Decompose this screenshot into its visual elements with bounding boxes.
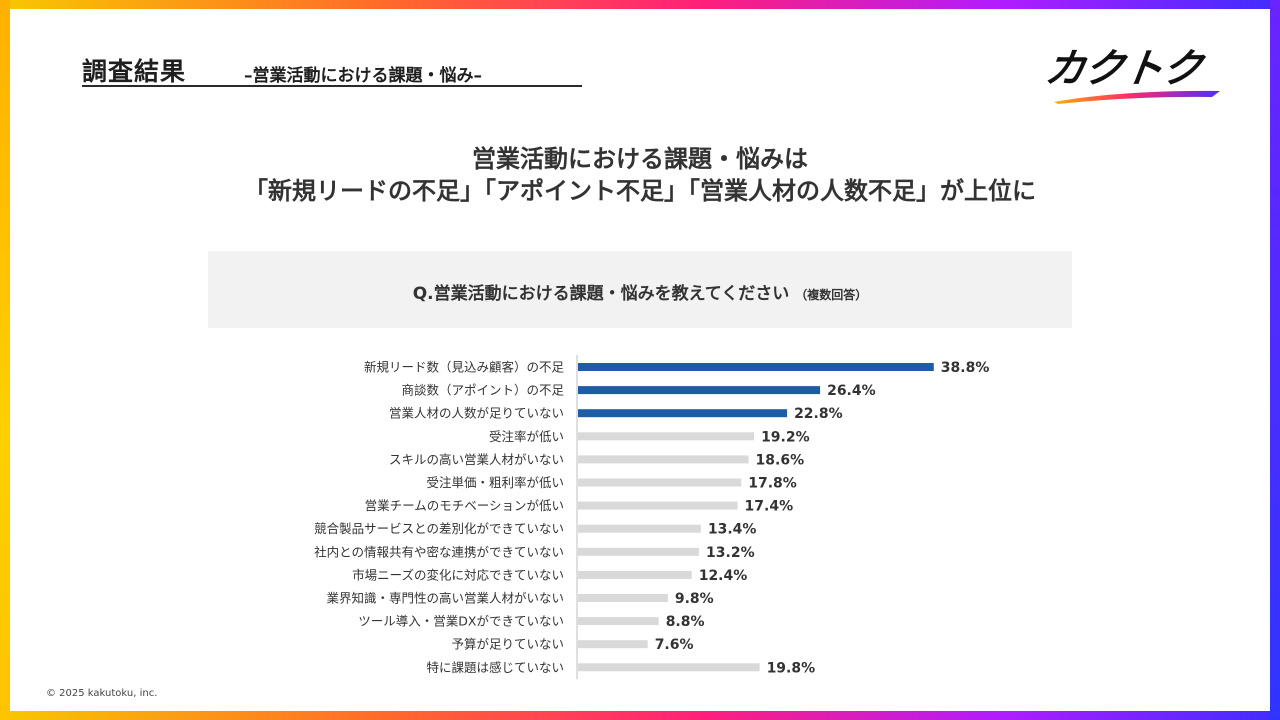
- value-label: 22.8%: [794, 406, 843, 422]
- bar: [578, 570, 692, 579]
- frame-right-edge: [1270, 0, 1280, 720]
- bar: [578, 363, 934, 371]
- category-label: 商談数（アポイント）の不足: [401, 383, 564, 398]
- bar: [578, 409, 788, 418]
- category-label: 市場ニーズの変化に対応できていない: [352, 567, 564, 582]
- category-label: 受注率が低い: [489, 429, 564, 444]
- headline-line-2: 「新規リードの不足」「アポイント不足」「営業人材の人数不足」が上位に: [244, 177, 1036, 205]
- logo-swoosh-icon: [1054, 90, 1220, 104]
- category-label: ツール導入・営業DXができていない: [358, 614, 564, 629]
- category-label: 営業人材の人数が足りていない: [389, 406, 564, 421]
- bar: [578, 617, 659, 626]
- bar: [578, 524, 701, 533]
- frame-left-edge: [0, 0, 10, 720]
- bar: [578, 478, 742, 487]
- bar: [578, 455, 749, 464]
- category-label: 営業チームのモチベーションが低い: [365, 498, 564, 513]
- bar: [578, 432, 755, 441]
- value-label: 13.4%: [708, 522, 757, 538]
- category-label: 新規リード数（見込み顧客）の不足: [364, 360, 565, 375]
- question-main: Q.営業活動における課題・悩みを教えてください: [412, 284, 790, 304]
- category-label: 業界知識・専門性の高い営業人材がいない: [326, 591, 564, 606]
- value-label: 19.2%: [761, 429, 810, 445]
- category-label: 特に課題は感じていない: [426, 660, 564, 675]
- bar: [578, 594, 668, 602]
- value-label: 9.8%: [675, 591, 714, 607]
- value-label: 17.8%: [748, 476, 797, 492]
- category-label: 社内との情報共有や密な連携ができていない: [314, 544, 564, 559]
- page-subtitle: –営業活動における課題・悩み–: [244, 66, 482, 86]
- value-label: 8.8%: [666, 614, 705, 630]
- question-box: Q.営業活動における課題・悩みを教えてください （複数回答）: [208, 251, 1072, 328]
- bar: [578, 547, 700, 556]
- value-label: 26.4%: [827, 383, 876, 399]
- value-label: 13.2%: [706, 545, 755, 561]
- category-label: 受注単価・粗利率が低い: [426, 475, 564, 490]
- value-label: 19.8%: [767, 660, 816, 676]
- bar: [578, 640, 648, 649]
- category-label: スキルの高い営業人材がいない: [389, 452, 564, 467]
- question-note: （複数回答）: [795, 288, 868, 302]
- category-label: 競合製品サービスとの差別化ができていない: [314, 521, 564, 536]
- value-label: 17.4%: [745, 499, 794, 515]
- value-label: 7.6%: [655, 637, 694, 653]
- value-label: 18.6%: [756, 452, 805, 468]
- value-label: 12.4%: [699, 568, 748, 584]
- title-underline: [82, 85, 582, 87]
- page-title: 調査結果: [82, 57, 187, 86]
- copyright-footer: © 2025 kakutoku, inc.: [46, 688, 158, 699]
- headline-line-1: 営業活動における課題・悩みは: [472, 145, 808, 173]
- kakutoku-logo: カクトク: [1042, 36, 1228, 110]
- category-label: 予算が足りていない: [451, 637, 564, 652]
- question-text: Q.営業活動における課題・悩みを教えてください （複数回答）: [208, 279, 1072, 304]
- bar: [578, 386, 821, 395]
- bar: [578, 501, 738, 510]
- bar: [578, 663, 760, 672]
- value-label: 38.8%: [941, 360, 990, 376]
